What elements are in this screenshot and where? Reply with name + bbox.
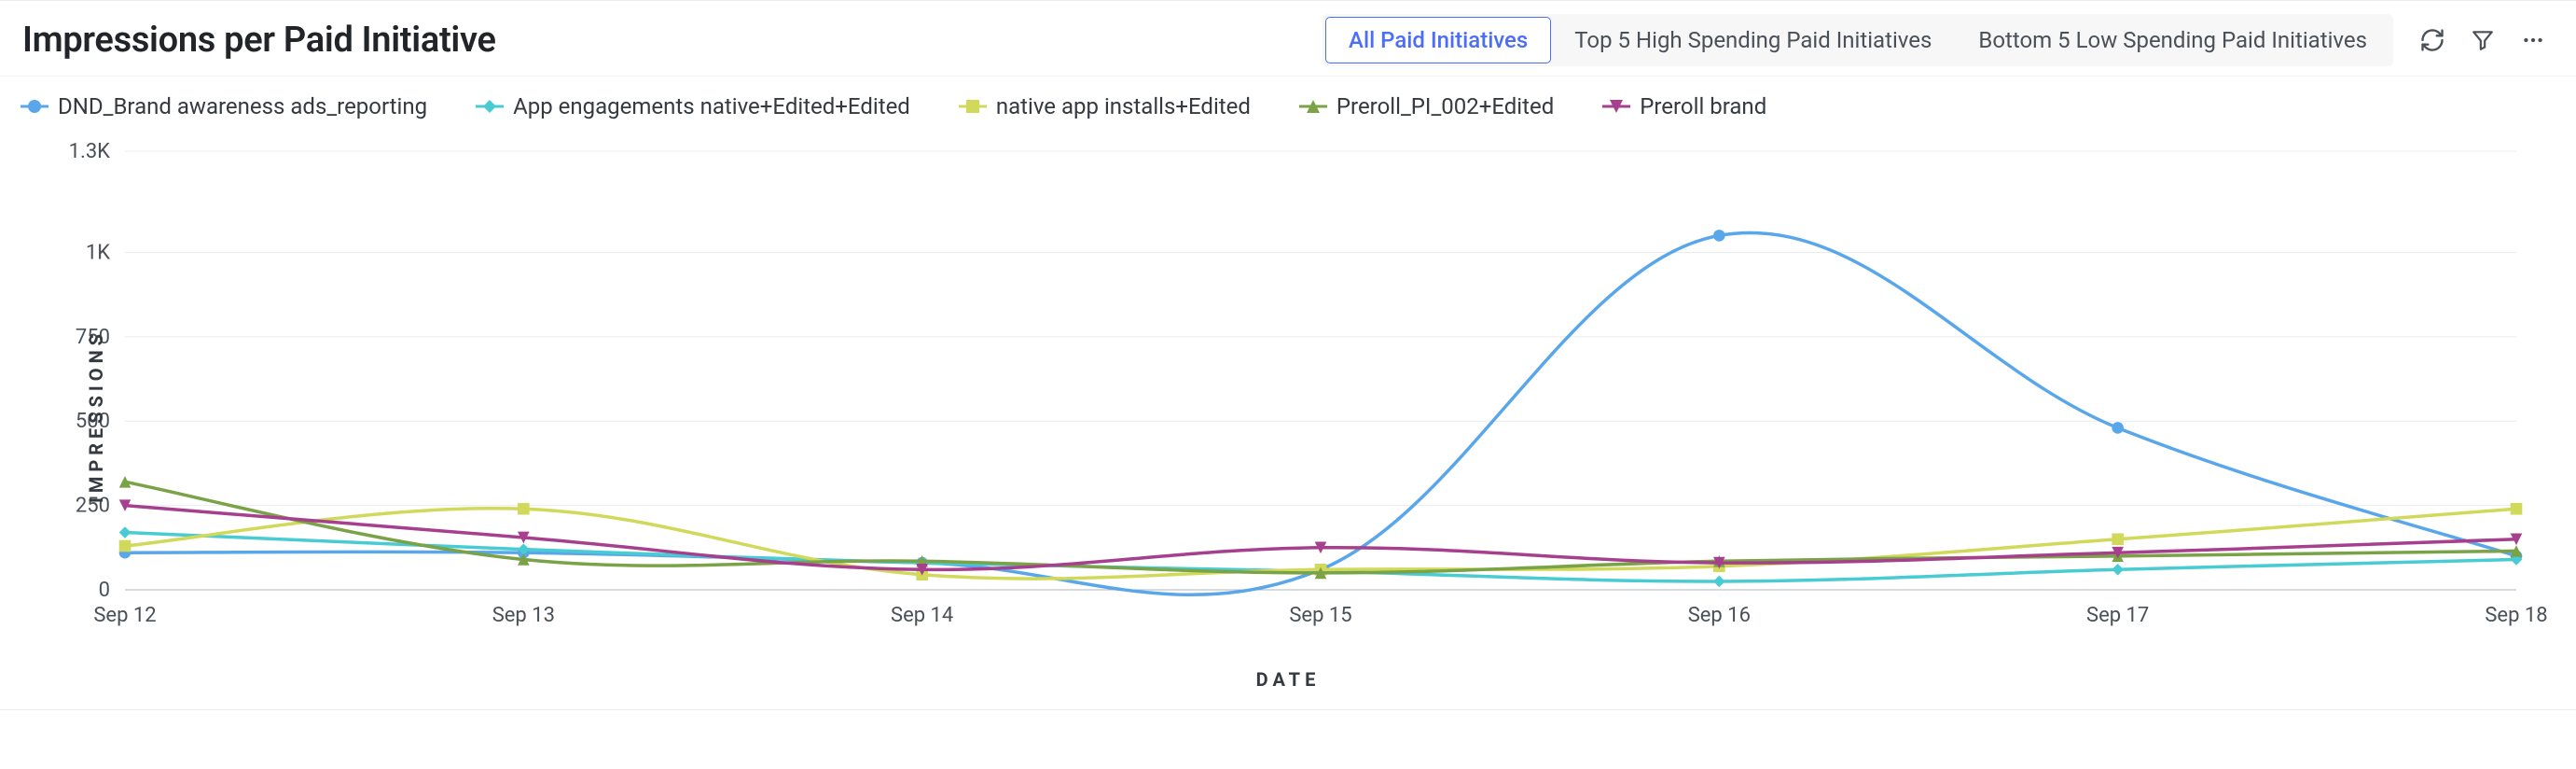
more-icon[interactable] <box>2520 27 2546 53</box>
legend-label: App engagements native+Edited+Edited <box>513 93 910 119</box>
panel-header: Impressions per Paid Initiative All Paid… <box>0 1 2576 77</box>
y-axis-title: IMPRESSIONS <box>85 329 107 503</box>
legend-item-3[interactable]: Preroll_PI_002+Edited <box>1301 93 1554 119</box>
legend-marker-icon <box>1604 100 1628 113</box>
x-axis-title: DATE <box>22 646 2554 691</box>
chart-panel: Impressions per Paid Initiative All Paid… <box>0 0 2576 710</box>
chart-legend: DND_Brand awareness ads_reporting App eng… <box>0 77 2576 123</box>
legend-item-4[interactable]: Preroll brand <box>1604 93 1766 119</box>
tab-group: All Paid InitiativesTop 5 High Spending … <box>1323 14 2393 66</box>
tab-2[interactable]: Bottom 5 Low Spending Paid Initiatives <box>1955 17 2390 63</box>
legend-item-0[interactable]: DND_Brand awareness ads_reporting <box>22 93 427 119</box>
svg-text:Sep 16: Sep 16 <box>1688 604 1751 627</box>
svg-text:1.3K: 1.3K <box>69 140 111 163</box>
series-point[interactable] <box>2112 533 2124 545</box>
svg-text:1K: 1K <box>86 241 110 264</box>
legend-label: DND_Brand awareness ads_reporting <box>58 93 427 119</box>
tab-1[interactable]: Top 5 High Spending Paid Initiatives <box>1551 17 1955 63</box>
legend-marker-icon <box>22 100 47 113</box>
toolbar-icons <box>2419 27 2554 53</box>
refresh-icon[interactable] <box>2419 27 2445 53</box>
legend-label: native app installs+Edited <box>996 93 1251 119</box>
tab-0[interactable]: All Paid Initiatives <box>1325 17 1551 63</box>
legend-item-1[interactable]: App engagements native+Edited+Edited <box>478 93 910 119</box>
series-line-3 <box>125 482 2516 573</box>
legend-marker-icon <box>478 100 502 113</box>
series-point[interactable] <box>518 503 530 515</box>
svg-text:Sep 14: Sep 14 <box>891 604 953 627</box>
chart-svg: 02505007501K1.3KSep 12Sep 13Sep 14Sep 15… <box>22 123 2554 646</box>
series-line-0 <box>125 232 2516 594</box>
filter-icon[interactable] <box>2470 27 2496 53</box>
legend-marker-icon <box>1301 100 1325 113</box>
series-point[interactable] <box>119 526 132 538</box>
series-point[interactable] <box>2112 422 2124 434</box>
series-point[interactable] <box>1713 576 1725 588</box>
legend-marker-icon <box>961 100 985 113</box>
svg-text:Sep 13: Sep 13 <box>492 604 555 627</box>
panel-title: Impressions per Paid Initiative <box>22 20 496 61</box>
series-point[interactable] <box>2112 564 2124 576</box>
series-point[interactable] <box>119 540 132 552</box>
svg-text:Sep 12: Sep 12 <box>93 604 156 627</box>
legend-label: Preroll brand <box>1640 93 1766 119</box>
svg-text:Sep 18: Sep 18 <box>2485 604 2547 627</box>
legend-item-2[interactable]: native app installs+Edited <box>961 93 1251 119</box>
svg-text:Sep 15: Sep 15 <box>1289 604 1351 627</box>
series-point[interactable] <box>2511 503 2523 515</box>
legend-label: Preroll_PI_002+Edited <box>1336 93 1554 119</box>
svg-text:Sep 17: Sep 17 <box>2086 604 2149 627</box>
svg-text:0: 0 <box>99 579 110 602</box>
chart-area: IMPRESSIONS 02505007501K1.3KSep 12Sep 13… <box>0 123 2576 709</box>
series-point[interactable] <box>1713 230 1725 242</box>
